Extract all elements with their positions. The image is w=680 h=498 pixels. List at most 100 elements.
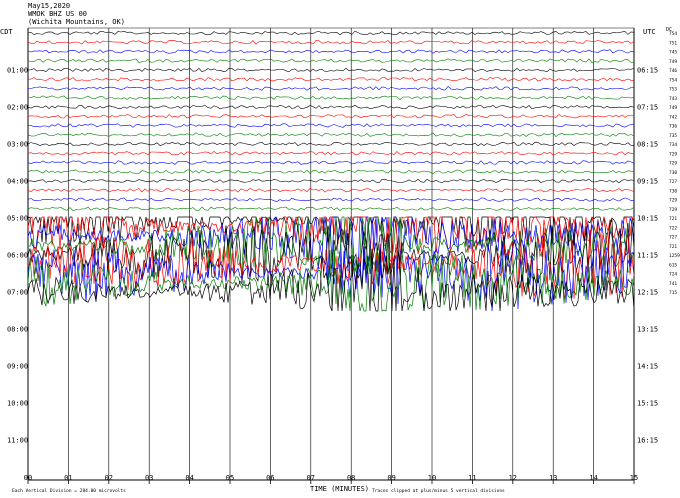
dc-offset-label: 727 <box>669 235 677 241</box>
right-hour-label: 15:15 <box>637 400 658 408</box>
left-hour-label: 03:00 <box>7 141 28 149</box>
seismic-trace <box>27 104 635 110</box>
left-hour-label: 09:00 <box>7 363 28 371</box>
seismic-trace <box>27 76 635 82</box>
x-tick-label: 00 <box>24 474 32 482</box>
x-axis-title: TIME (MINUTES) <box>310 485 369 493</box>
seismic-trace <box>27 197 635 202</box>
dc-offset-label: 724 <box>669 272 677 278</box>
right-hour-label: 12:15 <box>637 289 658 297</box>
dc-offset-label: 754 <box>669 31 677 37</box>
seismic-trace <box>27 67 635 73</box>
left-hour-label: 11:00 <box>7 437 28 445</box>
x-tick-label: 09 <box>387 474 395 482</box>
seismic-trace <box>28 86 635 91</box>
dc-offset-label: 729 <box>669 161 677 167</box>
axis-labels: 00 01 02 03 04 05 06 07 08 09 10 11 12 13 14 15 01:00 02:… <box>7 31 680 482</box>
x-tick-label: 02 <box>105 474 113 482</box>
x-tick-label: 10 <box>428 474 436 482</box>
dc-offset-label: 746 <box>669 68 677 74</box>
right-hour-label: 09:15 <box>637 178 658 186</box>
right-hour-label: 06:15 <box>637 67 658 75</box>
seismic-trace <box>27 151 635 156</box>
seismic-trace <box>27 30 635 36</box>
seismic-trace <box>27 95 635 101</box>
footer-right: Traces clipped at plus/minus 5 vertical … <box>372 488 505 494</box>
dc-offset-label: 749 <box>669 105 677 111</box>
right-hour-label: 10:15 <box>637 215 658 223</box>
dc-offset-label: 730 <box>669 188 677 194</box>
x-tick-label: 15 <box>630 474 638 482</box>
left-hour-label: 05:00 <box>7 215 28 223</box>
seismic-trace <box>27 58 635 63</box>
dc-offset-label: 742 <box>669 114 677 120</box>
dc-offset-label: 730 <box>669 170 677 176</box>
dc-offset-label: 735 <box>669 133 677 139</box>
right-hour-label: 14:15 <box>637 363 658 371</box>
dc-offset-label: 743 <box>669 96 677 102</box>
footer-left: Each Vertical Division = 284.00 microvol… <box>12 488 126 494</box>
right-hour-label: 16:15 <box>637 437 658 445</box>
seismic-trace <box>27 244 635 312</box>
dc-offset-label: 727 <box>669 179 677 185</box>
x-tick-label: 07 <box>307 474 315 482</box>
dc-offset-label: 729 <box>669 207 677 213</box>
right-hour-label: 11:15 <box>637 252 658 260</box>
seismic-trace <box>27 215 635 254</box>
dc-offset-label: 751 <box>669 40 677 46</box>
seismic-trace <box>27 132 635 138</box>
left-hour-label: 01:00 <box>7 67 28 75</box>
dc-offset-label: 753 <box>669 87 677 93</box>
seismic-trace <box>27 206 635 211</box>
right-axis-label: UTC <box>643 28 656 36</box>
left-hour-label: 07:00 <box>7 289 28 297</box>
left-hour-label: 08:00 <box>7 326 28 334</box>
header-location: (Wichita Mountains, OK) <box>28 18 125 26</box>
dc-offset-label: 715 <box>669 290 677 296</box>
left-hour-label: 04:00 <box>7 178 28 186</box>
x-tick-label: 12 <box>509 474 517 482</box>
x-tick-label: 11 <box>468 474 476 482</box>
dc-offset-label: 736 <box>669 124 677 130</box>
x-tick-label: 13 <box>549 474 557 482</box>
dc-offset-label: 1259 <box>669 253 680 259</box>
dc-offset-label: 734 <box>669 142 677 148</box>
header-date: May15,2020 <box>28 2 71 10</box>
x-tick-label: 03 <box>145 474 153 482</box>
dc-offset-label: 749 <box>669 59 677 65</box>
x-tick-label: 04 <box>185 474 193 482</box>
dc-offset-label: 754 <box>669 77 677 83</box>
x-tick-label: 14 <box>589 474 597 482</box>
seismic-trace <box>27 169 635 174</box>
right-hour-label: 07:15 <box>637 104 658 112</box>
seismic-trace <box>27 123 635 128</box>
dc-offset-label: 721 <box>669 244 677 250</box>
seismic-trace <box>27 215 635 270</box>
seismic-trace <box>27 188 635 193</box>
right-hour-label: 08:15 <box>637 141 658 149</box>
seismic-trace <box>27 248 635 312</box>
header-station: WMOK BHZ US 00 <box>28 10 88 18</box>
left-hour-label: 06:00 <box>7 252 28 260</box>
dc-offset-label: 745 <box>669 50 677 56</box>
left-axis-label: CDT <box>0 28 13 36</box>
x-tick-label: 05 <box>226 474 234 482</box>
seismic-trace <box>27 216 635 283</box>
seismic-trace <box>27 141 635 147</box>
dc-offset-label: 615 <box>669 262 677 268</box>
left-hour-label: 10:00 <box>7 400 28 408</box>
x-tick-label: 01 <box>64 474 72 482</box>
chart-header: May15,2020 WMOK BHZ US 00 (Wichita Mount… <box>28 2 125 26</box>
seismic-trace <box>27 160 635 165</box>
x-tick-label: 08 <box>347 474 355 482</box>
left-hour-label: 02:00 <box>7 104 28 112</box>
trace-layer <box>27 30 635 312</box>
dc-offset-label: 729 <box>669 198 677 204</box>
dc-offset-label: 721 <box>669 216 677 222</box>
dc-offset-label: 722 <box>669 225 677 231</box>
dc-offset-label: 729 <box>669 151 677 157</box>
x-tick-label: 06 <box>266 474 274 482</box>
right-hour-label: 13:15 <box>637 326 658 334</box>
seismic-trace <box>27 114 635 119</box>
